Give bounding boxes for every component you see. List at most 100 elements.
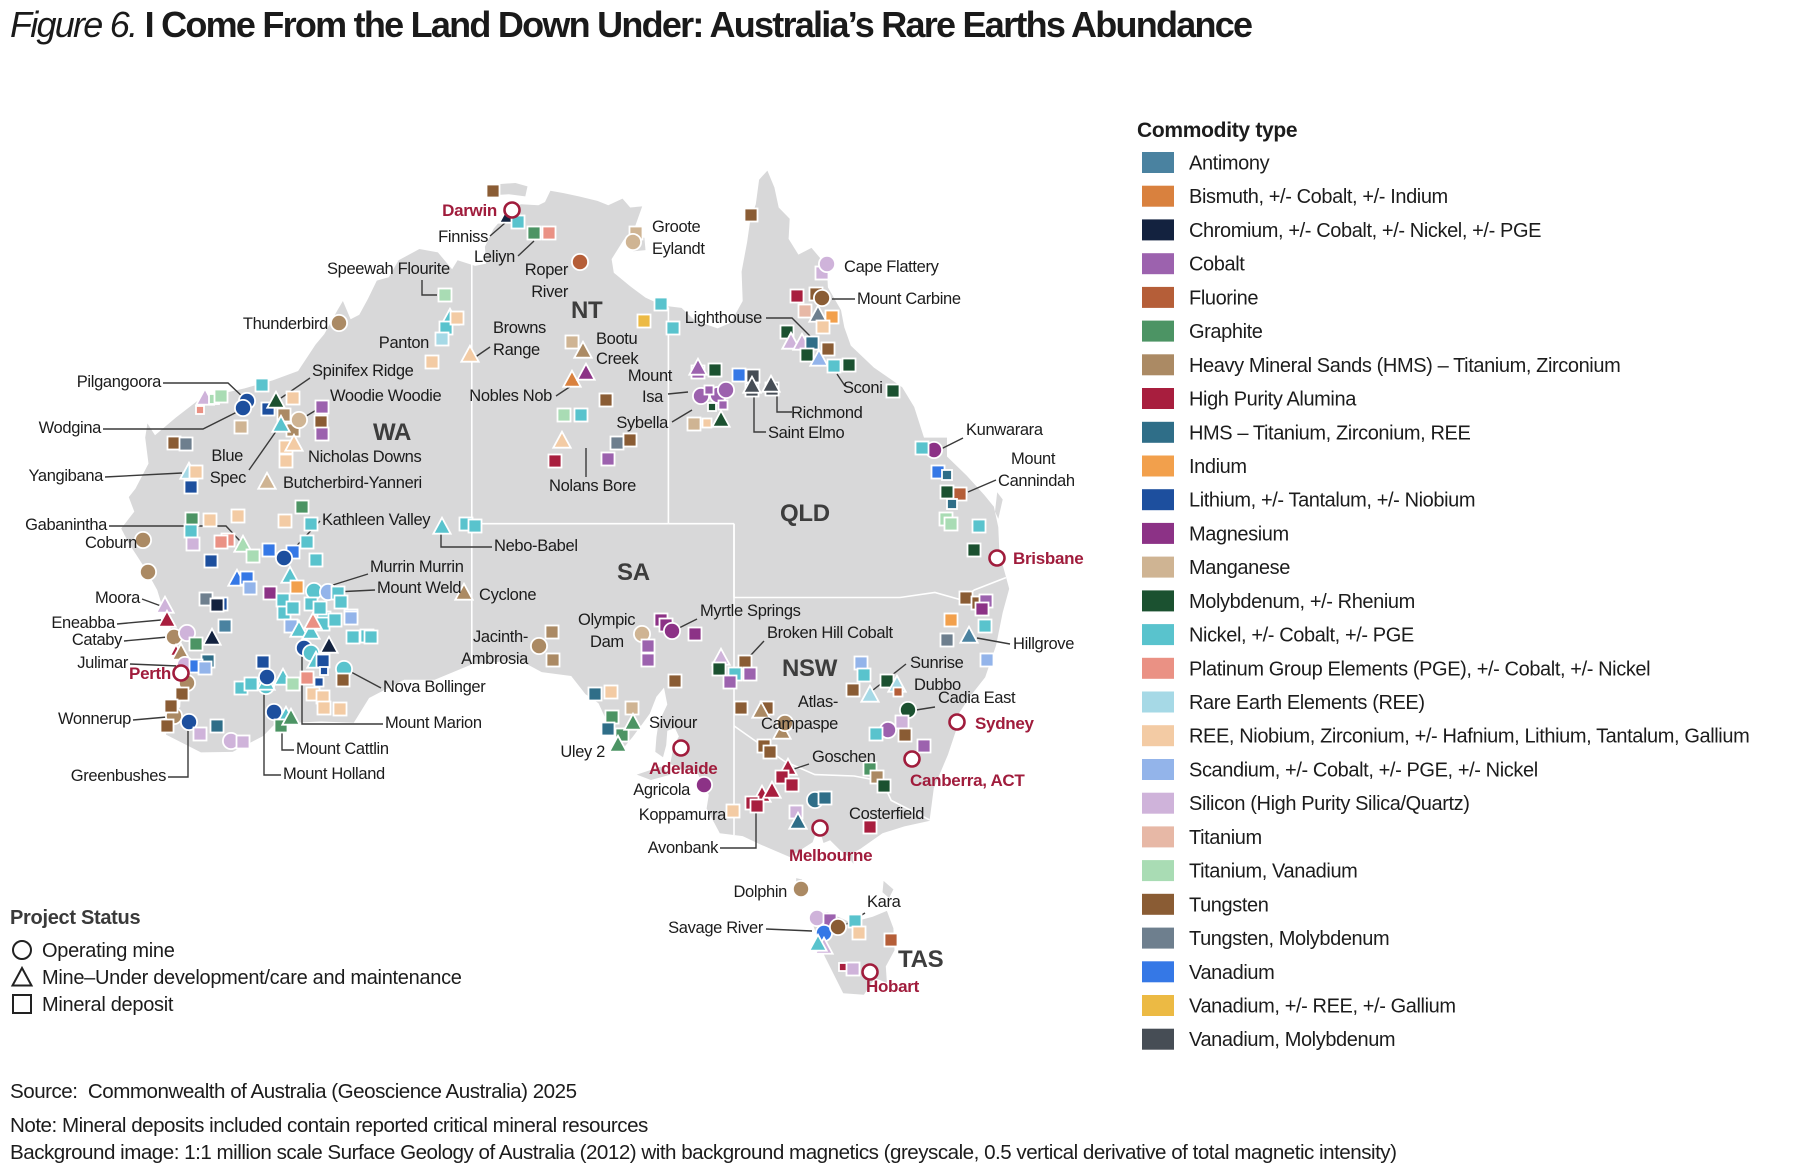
svg-text:Woodie Woodie: Woodie Woodie <box>330 387 442 405</box>
svg-text:Leliyn: Leliyn <box>474 248 515 266</box>
svg-text:Sconi: Sconi <box>843 379 883 397</box>
svg-text:Magnesium: Magnesium <box>1189 523 1289 545</box>
svg-text:Finniss: Finniss <box>438 228 488 246</box>
svg-text:Butcherbird-Yanneri: Butcherbird-Yanneri <box>283 474 422 492</box>
svg-text:Heavy Mineral Sands (HMS) – Ti: Heavy Mineral Sands (HMS) – Titanium, Zi… <box>1189 355 1620 377</box>
svg-text:Spec: Spec <box>210 469 246 487</box>
svg-text:Molybdenum, +/- Rhenium: Molybdenum, +/- Rhenium <box>1189 591 1415 613</box>
svg-text:Fluorine: Fluorine <box>1189 287 1258 309</box>
svg-text:Bismuth, +/- Cobalt, +/- Indiu: Bismuth, +/- Cobalt, +/- Indium <box>1189 186 1448 208</box>
svg-text:Bootu: Bootu <box>596 330 638 348</box>
svg-text:Broken Hill Cobalt: Broken Hill Cobalt <box>767 624 894 642</box>
svg-text:Titanium, Vanadium: Titanium, Vanadium <box>1189 861 1357 883</box>
svg-text:WA: WA <box>373 419 411 446</box>
svg-text:Titanium: Titanium <box>1189 827 1262 849</box>
svg-text:Adelaide: Adelaide <box>649 759 717 778</box>
svg-text:Sunrise: Sunrise <box>910 654 964 672</box>
svg-text:Jacinth-: Jacinth- <box>473 628 528 646</box>
svg-text:Siviour: Siviour <box>649 714 698 732</box>
svg-text:Murrin Murrin: Murrin Murrin <box>370 558 464 576</box>
svg-text:Creek: Creek <box>596 350 639 368</box>
svg-text:Mount: Mount <box>1011 450 1056 468</box>
svg-text:Pilgangoora: Pilgangoora <box>77 373 162 391</box>
svg-text:Campaspe: Campaspe <box>761 715 838 733</box>
svg-text:Chromium, +/- Cobalt, +/- Nick: Chromium, +/- Cobalt, +/- Nickel, +/- PG… <box>1189 220 1541 242</box>
svg-text:Darwin: Darwin <box>442 201 497 220</box>
svg-text:Julimar: Julimar <box>77 654 129 672</box>
svg-text:Mount Cattlin: Mount Cattlin <box>296 740 389 758</box>
svg-text:Atlas-: Atlas- <box>798 693 838 711</box>
svg-text:Nicholas Downs: Nicholas Downs <box>308 448 421 466</box>
svg-text:Nova Bollinger: Nova Bollinger <box>383 678 486 696</box>
svg-text:Sydney: Sydney <box>975 714 1035 733</box>
svg-text:Panton: Panton <box>379 334 429 352</box>
svg-text:Ambrosia: Ambrosia <box>461 650 529 668</box>
svg-text:Silicon (High Purity Silica/Qu: Silicon (High Purity Silica/Quartz) <box>1189 793 1470 815</box>
svg-text:Brisbane: Brisbane <box>1013 549 1083 568</box>
svg-text:Thunderbird: Thunderbird <box>243 315 328 333</box>
svg-text:Mount Carbine: Mount Carbine <box>857 290 961 308</box>
svg-text:NSW: NSW <box>782 655 838 682</box>
svg-text:High Purity Alumina: High Purity Alumina <box>1189 389 1357 411</box>
svg-text:Rare Earth Elements (REE): Rare Earth Elements (REE) <box>1189 692 1425 714</box>
svg-text:NT: NT <box>571 297 603 324</box>
svg-text:Dubbo: Dubbo <box>914 676 961 694</box>
svg-text:REE, Niobium, Zirconium, +/- H: REE, Niobium, Zirconium, +/- Hafnium, Li… <box>1189 726 1749 748</box>
svg-text:Nebo-Babel: Nebo-Babel <box>494 537 578 555</box>
svg-text:Project Status: Project Status <box>10 907 140 929</box>
svg-text:Isa: Isa <box>642 388 664 406</box>
svg-text:Sybella: Sybella <box>616 414 669 432</box>
svg-text:Blue: Blue <box>211 447 243 465</box>
svg-text:QLD: QLD <box>780 500 830 527</box>
svg-text:Cape Flattery: Cape Flattery <box>844 258 940 276</box>
svg-text:Indium: Indium <box>1189 456 1247 478</box>
svg-text:Eylandt: Eylandt <box>652 240 705 258</box>
svg-text:Scandium, +/- Cobalt, +/- PGE,: Scandium, +/- Cobalt, +/- PGE, +/- Nicke… <box>1189 760 1538 782</box>
svg-text:Vanadium, Molybdenum: Vanadium, Molybdenum <box>1189 1029 1395 1051</box>
svg-text:HMS – Titanium, Zirconium, REE: HMS – Titanium, Zirconium, REE <box>1189 422 1470 444</box>
svg-text:Wonnerup: Wonnerup <box>58 710 131 728</box>
svg-text:Moora: Moora <box>95 589 141 607</box>
svg-text:Yangibana: Yangibana <box>28 467 104 485</box>
svg-text:TAS: TAS <box>898 946 944 973</box>
svg-text:Richmond: Richmond <box>791 404 863 422</box>
svg-text:Myrtle Springs: Myrtle Springs <box>700 602 801 620</box>
svg-text:Tungsten, Molybdenum: Tungsten, Molybdenum <box>1189 928 1389 950</box>
svg-text:Cadia East: Cadia East <box>938 689 1016 707</box>
svg-text:Olympic: Olympic <box>578 611 635 629</box>
svg-text:Cataby: Cataby <box>72 631 123 649</box>
svg-text:Groote: Groote <box>652 218 701 236</box>
svg-text:SA: SA <box>617 559 650 586</box>
svg-text:River: River <box>531 283 569 301</box>
svg-text:Nobles Nob: Nobles Nob <box>469 387 552 405</box>
svg-text:Greenbushes: Greenbushes <box>71 767 166 785</box>
svg-text:Mineral deposit: Mineral deposit <box>42 994 174 1016</box>
svg-text:Saint Elmo: Saint Elmo <box>768 424 844 442</box>
svg-text:Eneabba: Eneabba <box>51 614 116 632</box>
svg-text:Savage River: Savage River <box>668 919 764 937</box>
svg-text:Nickel, +/- Cobalt, +/- PGE: Nickel, +/- Cobalt, +/- PGE <box>1189 625 1414 647</box>
svg-text:Cyclone: Cyclone <box>479 586 536 604</box>
svg-text:Wodgina: Wodgina <box>39 419 103 437</box>
svg-text:Mount Weld: Mount Weld <box>377 579 461 597</box>
svg-text:Mount Marion: Mount Marion <box>385 714 482 732</box>
svg-text:Figure 6. I Come From the Land: Figure 6. I Come From the Land Down Unde… <box>10 4 1252 45</box>
svg-text:Tungsten: Tungsten <box>1189 894 1268 916</box>
svg-text:Dam: Dam <box>590 633 624 651</box>
svg-text:Mount: Mount <box>628 367 673 385</box>
svg-text:Mine–Under development/care an: Mine–Under development/care and maintena… <box>42 967 462 989</box>
svg-text:Mount Holland: Mount Holland <box>283 765 385 783</box>
svg-text:Lighthouse: Lighthouse <box>685 309 762 327</box>
svg-text:Kathleen Valley: Kathleen Valley <box>322 511 431 529</box>
svg-text:Source: Commonwealth of Austr: Source: Commonwealth of Australia (Geosc… <box>10 1080 577 1103</box>
svg-text:Goschen: Goschen <box>812 748 876 766</box>
svg-text:Antimony: Antimony <box>1189 153 1270 175</box>
svg-text:Hobart: Hobart <box>866 977 920 996</box>
svg-text:Perth: Perth <box>129 664 171 683</box>
svg-text:Vanadium, +/- REE, +/- Gallium: Vanadium, +/- REE, +/- Gallium <box>1189 996 1456 1018</box>
svg-text:Gabanintha: Gabanintha <box>25 516 108 534</box>
svg-text:Spinifex Ridge: Spinifex Ridge <box>312 362 414 380</box>
svg-text:Hillgrove: Hillgrove <box>1013 635 1074 653</box>
svg-text:Speewah Flourite: Speewah Flourite <box>327 260 450 278</box>
svg-text:Costerfield: Costerfield <box>849 805 924 823</box>
